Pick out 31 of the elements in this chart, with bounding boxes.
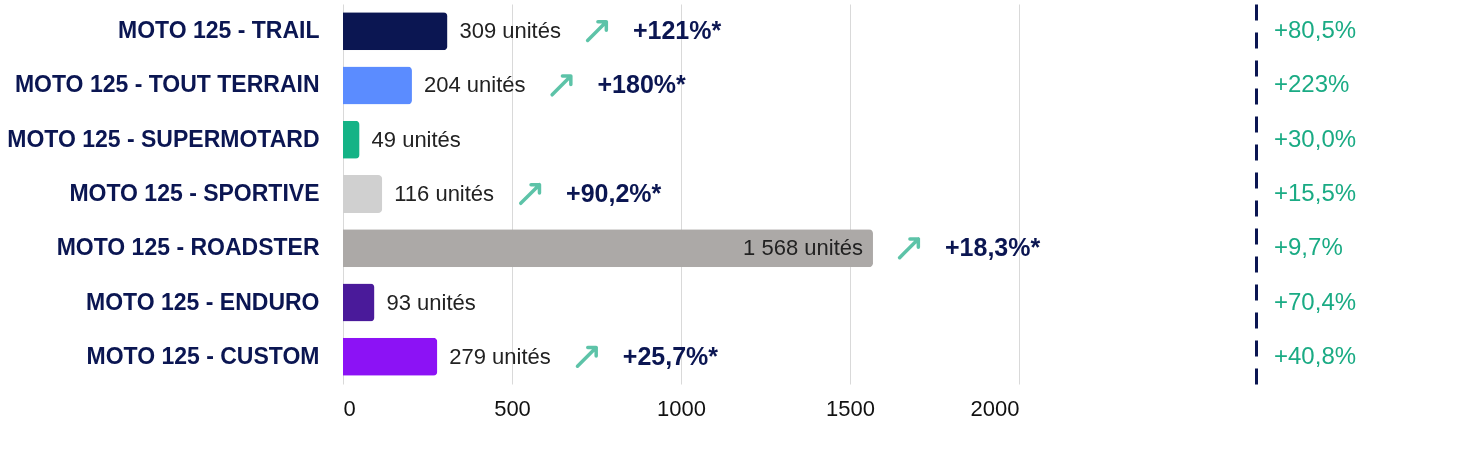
y-tick-label: MOTO 125 - CUSTOM: [86, 342, 320, 369]
x-tick-label: 1000: [657, 395, 706, 421]
y-tick-label: MOTO 125 - SPORTIVE: [69, 180, 320, 206]
annotation: +180%*: [597, 70, 687, 99]
data-label: 309 unités: [459, 18, 561, 44]
annotation: +121%*: [632, 16, 722, 45]
text: +80,5%: [1274, 16, 1357, 44]
text: +9,7%: [1274, 233, 1343, 261]
text: +70,4%: [1274, 287, 1357, 315]
data-label: 1 568 unités: [743, 235, 863, 261]
y-tick-label: MOTO 125 - SUPERMOTARD: [7, 125, 320, 152]
text: +15,5%: [1274, 179, 1357, 206]
y-tick-label: MOTO 125 - TRAIL: [118, 17, 320, 44]
data-label: 93 unités: [386, 289, 476, 315]
annotation: +90,2%*: [566, 179, 662, 207]
x-tick-label: 0: [343, 395, 356, 421]
data-label: 116 unités: [394, 181, 495, 206]
y-tick-label: MOTO 125 - ROADSTER: [56, 234, 320, 261]
data-label: 279 unités: [449, 343, 551, 369]
data-label: 204 unités: [423, 72, 526, 98]
text: +223%: [1274, 70, 1350, 98]
x-tick-label: 2000: [970, 395, 1020, 421]
y-tick-label: MOTO 125 - ENDURO: [86, 288, 320, 315]
text: +40,8%: [1274, 341, 1357, 369]
data-label: 49 unités: [371, 126, 461, 152]
text: +30,0%: [1274, 124, 1357, 152]
y-tick-label: MOTO 125 - TOUT TERRAIN: [14, 71, 320, 98]
annotation: +25,7%*: [622, 341, 719, 370]
annotation: +18,3%*: [944, 233, 1041, 262]
x-tick-label: 500: [494, 395, 531, 421]
x-tick-label: 1500: [826, 395, 875, 421]
